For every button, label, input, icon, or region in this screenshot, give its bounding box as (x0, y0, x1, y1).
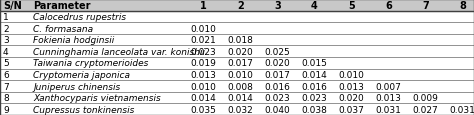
Text: 0.016: 0.016 (264, 82, 291, 91)
Text: 0.027: 0.027 (413, 105, 438, 114)
Text: 0.023: 0.023 (301, 93, 328, 102)
Text: 0.023: 0.023 (191, 47, 216, 56)
Text: Juniperus chinensis: Juniperus chinensis (33, 82, 120, 91)
Text: Cunninghamia lanceolata var. konishii: Cunninghamia lanceolata var. konishii (33, 47, 205, 56)
Text: 3: 3 (274, 1, 281, 11)
Text: 8: 8 (3, 93, 9, 102)
Text: 0.013: 0.013 (191, 70, 217, 79)
Text: Taiwania cryptomerioides: Taiwania cryptomerioides (33, 59, 148, 68)
Bar (0, 0, 474, 12)
Text: 7: 7 (422, 1, 429, 11)
Text: 0.010: 0.010 (338, 70, 365, 79)
Text: Cupressus tonkinensis: Cupressus tonkinensis (33, 105, 134, 114)
Text: 0.015: 0.015 (301, 59, 328, 68)
Text: 0.038: 0.038 (301, 105, 328, 114)
Text: 7: 7 (3, 82, 9, 91)
Text: Fokienia hodginsii: Fokienia hodginsii (33, 36, 114, 45)
Text: 8: 8 (459, 1, 466, 11)
Text: 2: 2 (237, 1, 244, 11)
Text: 1: 1 (3, 13, 9, 22)
Text: 0.019: 0.019 (191, 59, 217, 68)
Text: 0.017: 0.017 (228, 59, 254, 68)
Text: 0.020: 0.020 (338, 93, 365, 102)
Text: 0.032: 0.032 (228, 105, 254, 114)
Text: 0.025: 0.025 (264, 47, 291, 56)
Text: 0.014: 0.014 (228, 93, 254, 102)
Text: 0.031: 0.031 (375, 105, 401, 114)
Text: 0.010: 0.010 (228, 70, 254, 79)
Text: 5: 5 (3, 59, 9, 68)
Text: 5: 5 (348, 1, 355, 11)
Text: 0.014: 0.014 (301, 70, 328, 79)
Text: 0.007: 0.007 (375, 82, 401, 91)
Text: Parameter: Parameter (33, 1, 91, 11)
Text: 0.021: 0.021 (191, 36, 216, 45)
Text: 4: 4 (3, 47, 9, 56)
Text: 1: 1 (200, 1, 207, 11)
Text: 6: 6 (3, 70, 9, 79)
Text: Calocedrus rupestris: Calocedrus rupestris (33, 13, 126, 22)
Text: 0.020: 0.020 (228, 47, 254, 56)
Text: 0.017: 0.017 (264, 70, 291, 79)
Text: 0.013: 0.013 (375, 93, 401, 102)
Text: 0.035: 0.035 (191, 105, 217, 114)
Text: 0.040: 0.040 (264, 105, 291, 114)
Text: 0.008: 0.008 (228, 82, 254, 91)
Text: 0.009: 0.009 (412, 93, 438, 102)
Text: Cryptomeria japonica: Cryptomeria japonica (33, 70, 130, 79)
Text: C. formasana: C. formasana (33, 24, 93, 33)
Text: 4: 4 (311, 1, 318, 11)
Text: 0.013: 0.013 (338, 82, 365, 91)
Text: Xanthocyparis vietnamensis: Xanthocyparis vietnamensis (33, 93, 161, 102)
Text: S/N: S/N (3, 1, 22, 11)
Text: 3: 3 (3, 36, 9, 45)
Text: 9: 9 (3, 105, 9, 114)
Text: 0.016: 0.016 (301, 82, 328, 91)
Text: 0.020: 0.020 (264, 59, 291, 68)
Text: 0.018: 0.018 (228, 36, 254, 45)
Text: 0.014: 0.014 (191, 93, 216, 102)
Text: 2: 2 (3, 24, 9, 33)
Text: 0.023: 0.023 (264, 93, 291, 102)
Text: 6: 6 (385, 1, 392, 11)
Text: 0.010: 0.010 (191, 24, 217, 33)
Text: 0.010: 0.010 (191, 82, 217, 91)
Text: 0.031: 0.031 (449, 105, 474, 114)
Text: 0.037: 0.037 (338, 105, 365, 114)
